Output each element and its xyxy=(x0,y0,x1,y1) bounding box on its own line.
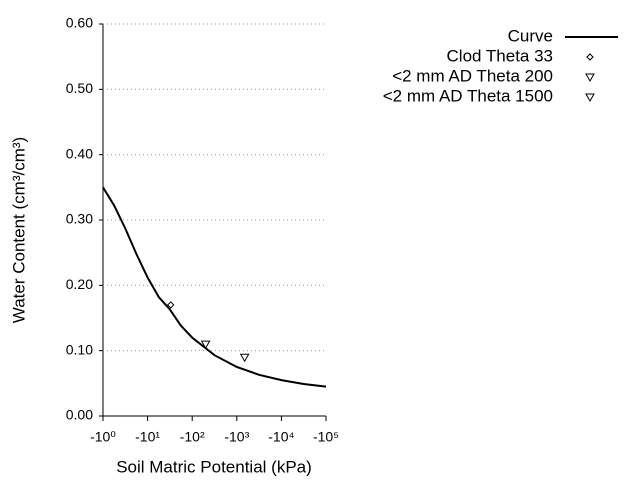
y-axis-label: Water Content (cm³/cm³) xyxy=(9,137,28,323)
curve-line xyxy=(102,186,327,388)
x-tick-label: -10⁵ xyxy=(313,429,339,445)
y-tick-label: 0.20 xyxy=(66,276,93,292)
legend-marker xyxy=(585,73,595,83)
y-tick-label: 0.00 xyxy=(66,407,93,423)
legend-label: <2 mm AD Theta 200 xyxy=(392,66,553,85)
legend-label: Clod Theta 33 xyxy=(447,46,553,65)
legend-label: <2 mm AD Theta 1500 xyxy=(383,86,553,105)
y-tick-label: 0.60 xyxy=(66,15,93,31)
y-tick-label: 0.10 xyxy=(66,341,93,357)
legend-marker xyxy=(586,53,594,61)
y-tick-label: 0.30 xyxy=(66,211,93,227)
x-tick-label: -10⁰ xyxy=(90,429,116,445)
x-tick-label: -10⁴ xyxy=(268,429,294,445)
y-tick-label: 0.50 xyxy=(66,80,93,96)
diamond-marker xyxy=(167,301,175,309)
triangle-marker xyxy=(239,353,250,363)
x-tick-label: -10² xyxy=(180,429,205,445)
x-axis-label: Soil Matric Potential (kPa) xyxy=(116,457,312,476)
x-tick-label: -10¹ xyxy=(135,429,160,445)
y-tick-label: 0.40 xyxy=(66,145,93,161)
triangle-marker xyxy=(200,340,211,350)
legend-label: Curve xyxy=(508,26,553,45)
x-tick-label: -10³ xyxy=(224,429,249,445)
legend-marker xyxy=(585,93,595,103)
